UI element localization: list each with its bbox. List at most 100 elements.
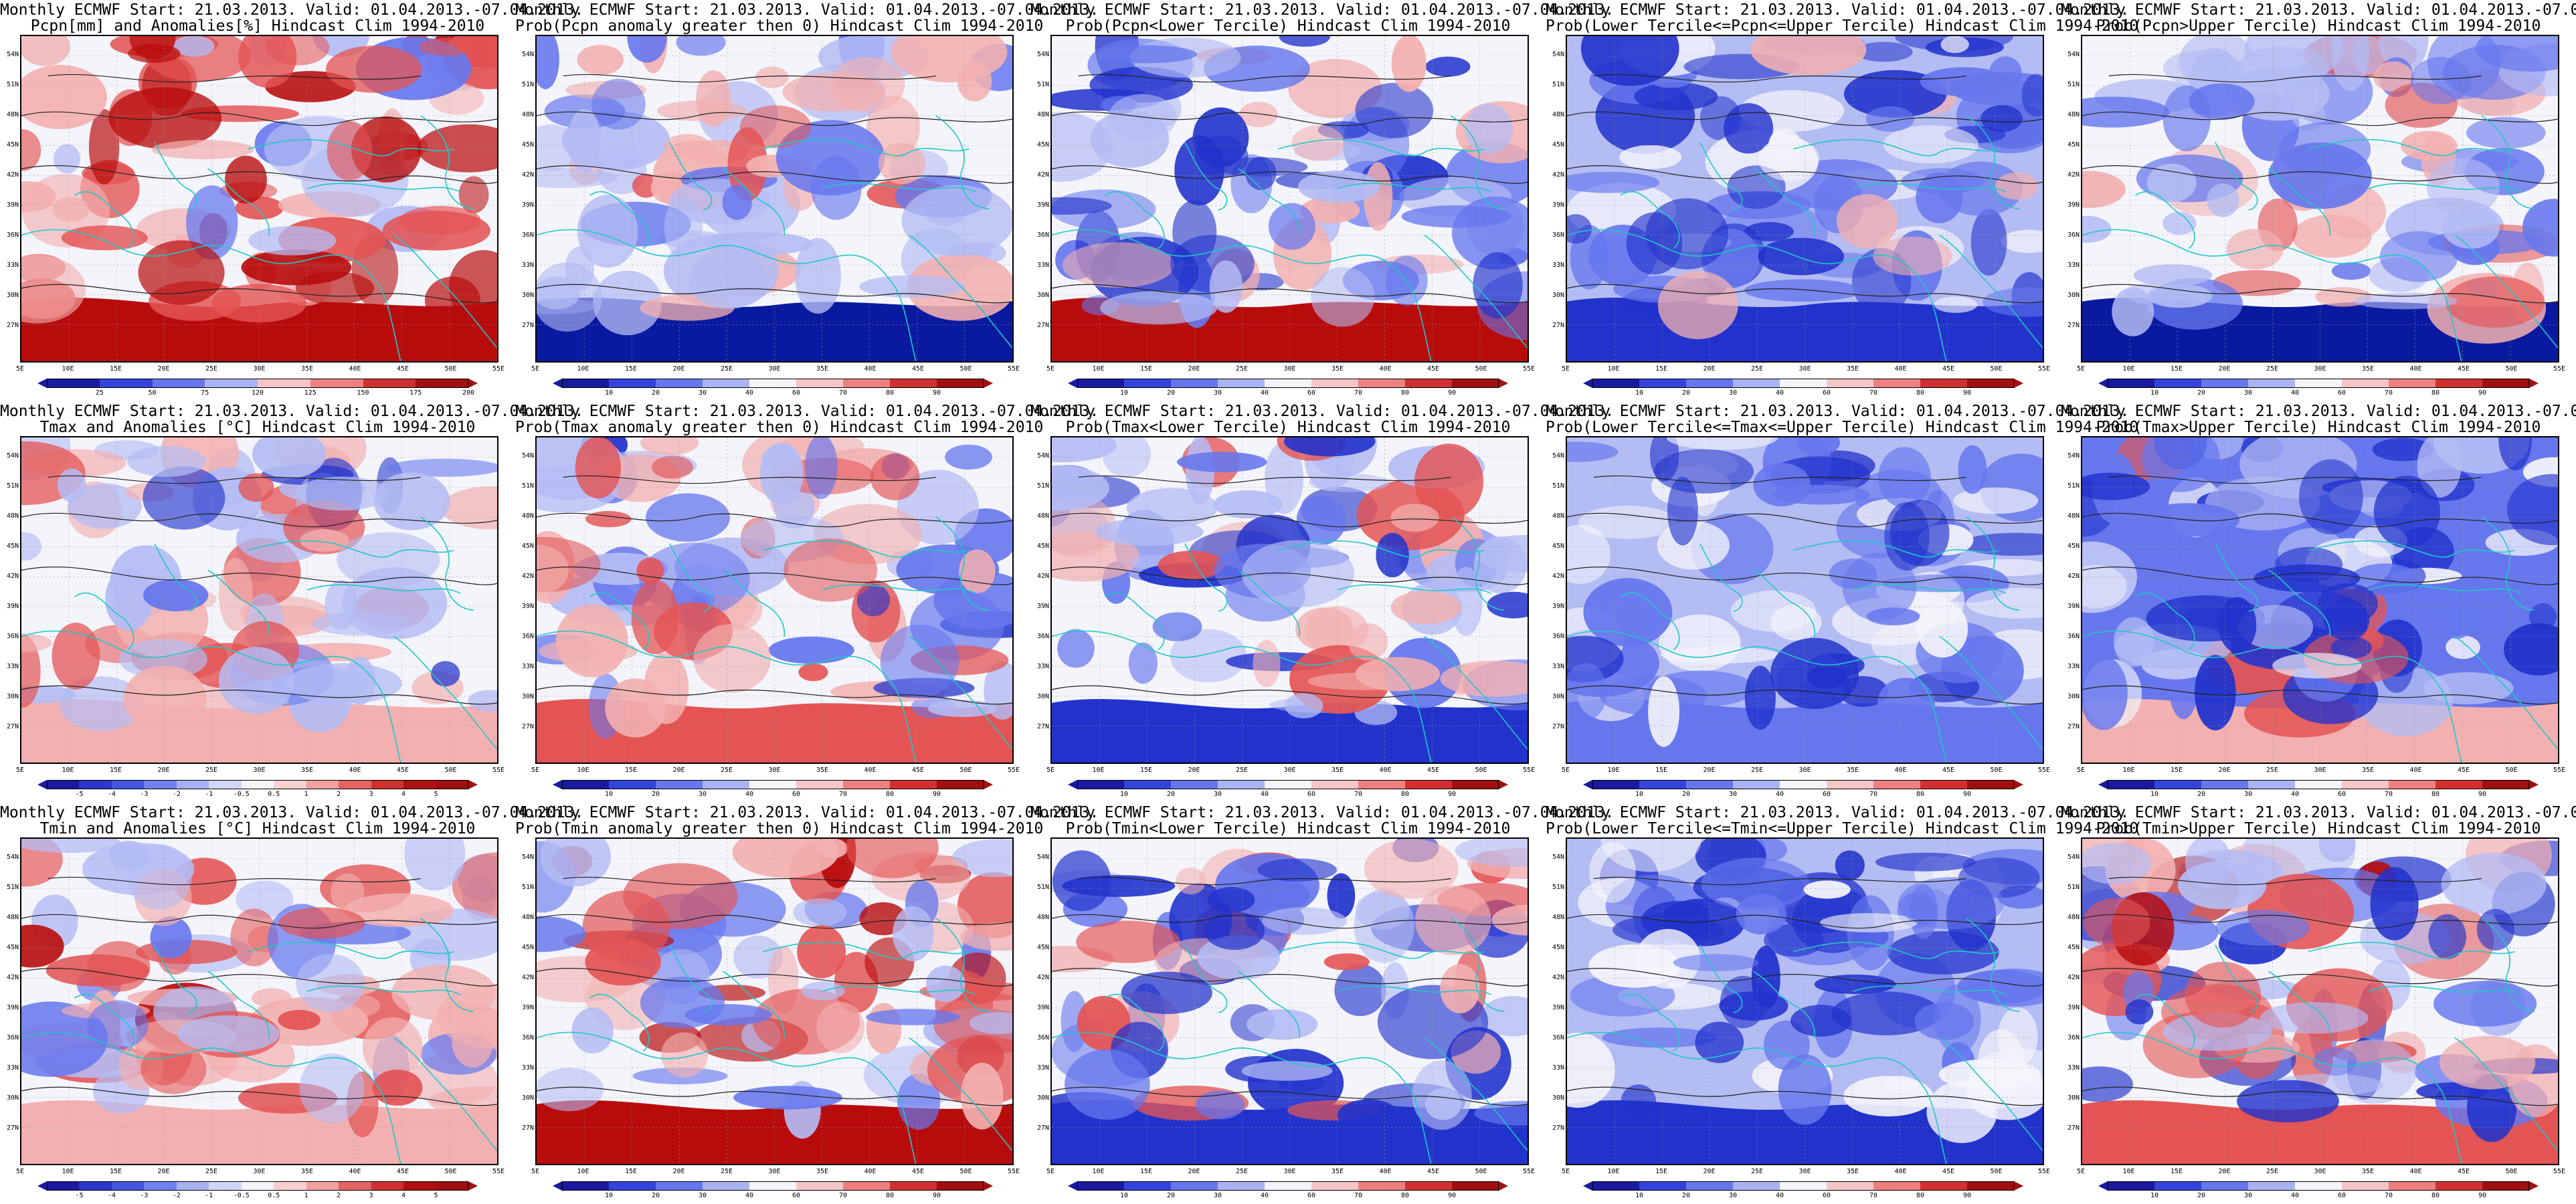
field-shading [701, 231, 813, 256]
field-shading [57, 468, 86, 502]
colorbar [1583, 780, 2023, 789]
latitude-label: 45N [6, 542, 19, 550]
field-shading [643, 652, 689, 724]
colorbar-tick-label: 70 [2384, 1192, 2393, 1199]
field-shading [2522, 199, 2558, 257]
longitude-label: 40E [1379, 767, 1392, 774]
colorbar-tick-label: 90 [2478, 1192, 2487, 1199]
colorbar-tick-label: 1 [304, 791, 308, 798]
coastline [1424, 635, 1528, 750]
colorbar-segment [1873, 379, 1921, 388]
field-shading [1753, 463, 1811, 506]
coastline [1238, 971, 1301, 1038]
panel-title-line2: Prob(Pcpn<Lower Tercile) Hindcast Clim 1… [1065, 17, 1511, 35]
contour-line [2082, 284, 2558, 304]
longitude-label: 30E [1799, 365, 1811, 373]
latitude-label: 51N [1552, 482, 1564, 490]
colorbar-segment [2435, 1181, 2483, 1191]
map-panel: Monthly ECMWF Start: 21.03.2013. Valid: … [1546, 0, 2138, 401]
field-shading [2332, 36, 2369, 91]
panel-title-line2: Tmin and Anomalies [°C] Hindcast Clim 19… [39, 820, 476, 837]
longitude-label: 40E [864, 365, 877, 373]
contour-line [1052, 967, 1528, 987]
longitude-label: 45E [396, 767, 409, 774]
longitude-label: 15E [109, 767, 122, 774]
field-shading [537, 1068, 604, 1112]
colorbar-tick-label: 70 [838, 791, 848, 798]
latitude-label: 30N [2067, 693, 2080, 700]
field-shading [1095, 518, 1204, 546]
field-shading [1701, 858, 1811, 910]
field-shading [2226, 229, 2284, 270]
colorbar-tick-label: 70 [1869, 1192, 1878, 1199]
colorbar-tick-label: 10 [604, 791, 614, 798]
longitude-label: 5E [531, 365, 540, 373]
map-canvas [537, 839, 1012, 1164]
coastline [1853, 584, 2007, 594]
field-shading [1645, 198, 1729, 270]
longitude-label: 5E [15, 365, 25, 373]
contour-line [2108, 475, 2482, 484]
longitude-label: 30E [253, 1168, 266, 1175]
colorbar-tick-label: 10 [2150, 791, 2159, 798]
coastline [909, 234, 1012, 348]
contour-line [1567, 1086, 2043, 1106]
coastline [1238, 569, 1301, 637]
colorbar-segment [274, 1181, 307, 1191]
forecast-map [535, 436, 1014, 764]
field-shading [684, 1004, 772, 1026]
field-shading [722, 185, 752, 220]
colorbar-frame [1077, 1181, 1499, 1191]
field-shading [2507, 474, 2558, 546]
contour-line [537, 914, 1012, 929]
latitude-label: 51N [521, 884, 534, 891]
contour-line [21, 111, 497, 126]
colorbar-right-arrow [468, 379, 478, 388]
longitude-label: 5E [15, 1168, 25, 1175]
latitude-label: 27N [1036, 1124, 1049, 1132]
longitude-label: 45E [1942, 365, 1955, 373]
longitude-label: 25E [205, 365, 218, 373]
colorbar-tick-label: -5 [75, 791, 84, 798]
coastline [1105, 592, 1165, 651]
contour-line [2082, 111, 2558, 126]
latitude-label: 27N [2067, 1124, 2080, 1132]
latitude-label: 39N [2067, 603, 2080, 610]
field-shading [1121, 971, 1212, 1015]
latitude-label: 42N [2067, 974, 2080, 981]
colorbar-tick-label: -5 [75, 1192, 84, 1199]
coastline [669, 543, 713, 612]
colorbar-tick-label: 3 [369, 791, 373, 798]
colorbar-tick-label: -1 [205, 791, 213, 798]
longitude-label: 5E [1561, 365, 1570, 373]
field-shading [1600, 839, 1701, 872]
colorbar-tick-label: 10 [1635, 791, 1644, 798]
coastline [1853, 183, 2007, 193]
colorbar-tick-label: 20 [2197, 791, 2206, 798]
latitude-label: 33N [6, 1064, 19, 1072]
coastline [935, 516, 990, 611]
field-shading [2272, 652, 2362, 679]
colorbar-segment [2435, 780, 2483, 789]
field-shading [2324, 599, 2370, 641]
longitude-label: 15E [109, 365, 122, 373]
colorbar-segment [1405, 780, 1453, 789]
contour-line [21, 1086, 497, 1106]
field-shading [1744, 279, 1861, 302]
coastline [1792, 941, 2000, 959]
colorbar-left-arrow [1583, 1181, 1592, 1191]
coastline [74, 592, 134, 651]
field-shading [362, 1017, 424, 1079]
coastline [762, 941, 970, 959]
map-panel: Monthly ECMWF Start: 21.03.2013. Valid: … [1030, 0, 1614, 401]
field-shading [105, 567, 153, 631]
contour-line [1593, 74, 1966, 83]
colorbar-segment [609, 379, 656, 388]
colorbar-left-arrow [1583, 780, 1592, 789]
latitude-label: 45N [2067, 542, 2080, 550]
longitude-label: 20E [157, 365, 170, 373]
colorbar-segment [656, 1181, 703, 1191]
field-shading [1309, 473, 1390, 492]
colorbar-segment [1592, 780, 1640, 789]
field-shading [1580, 36, 1679, 86]
